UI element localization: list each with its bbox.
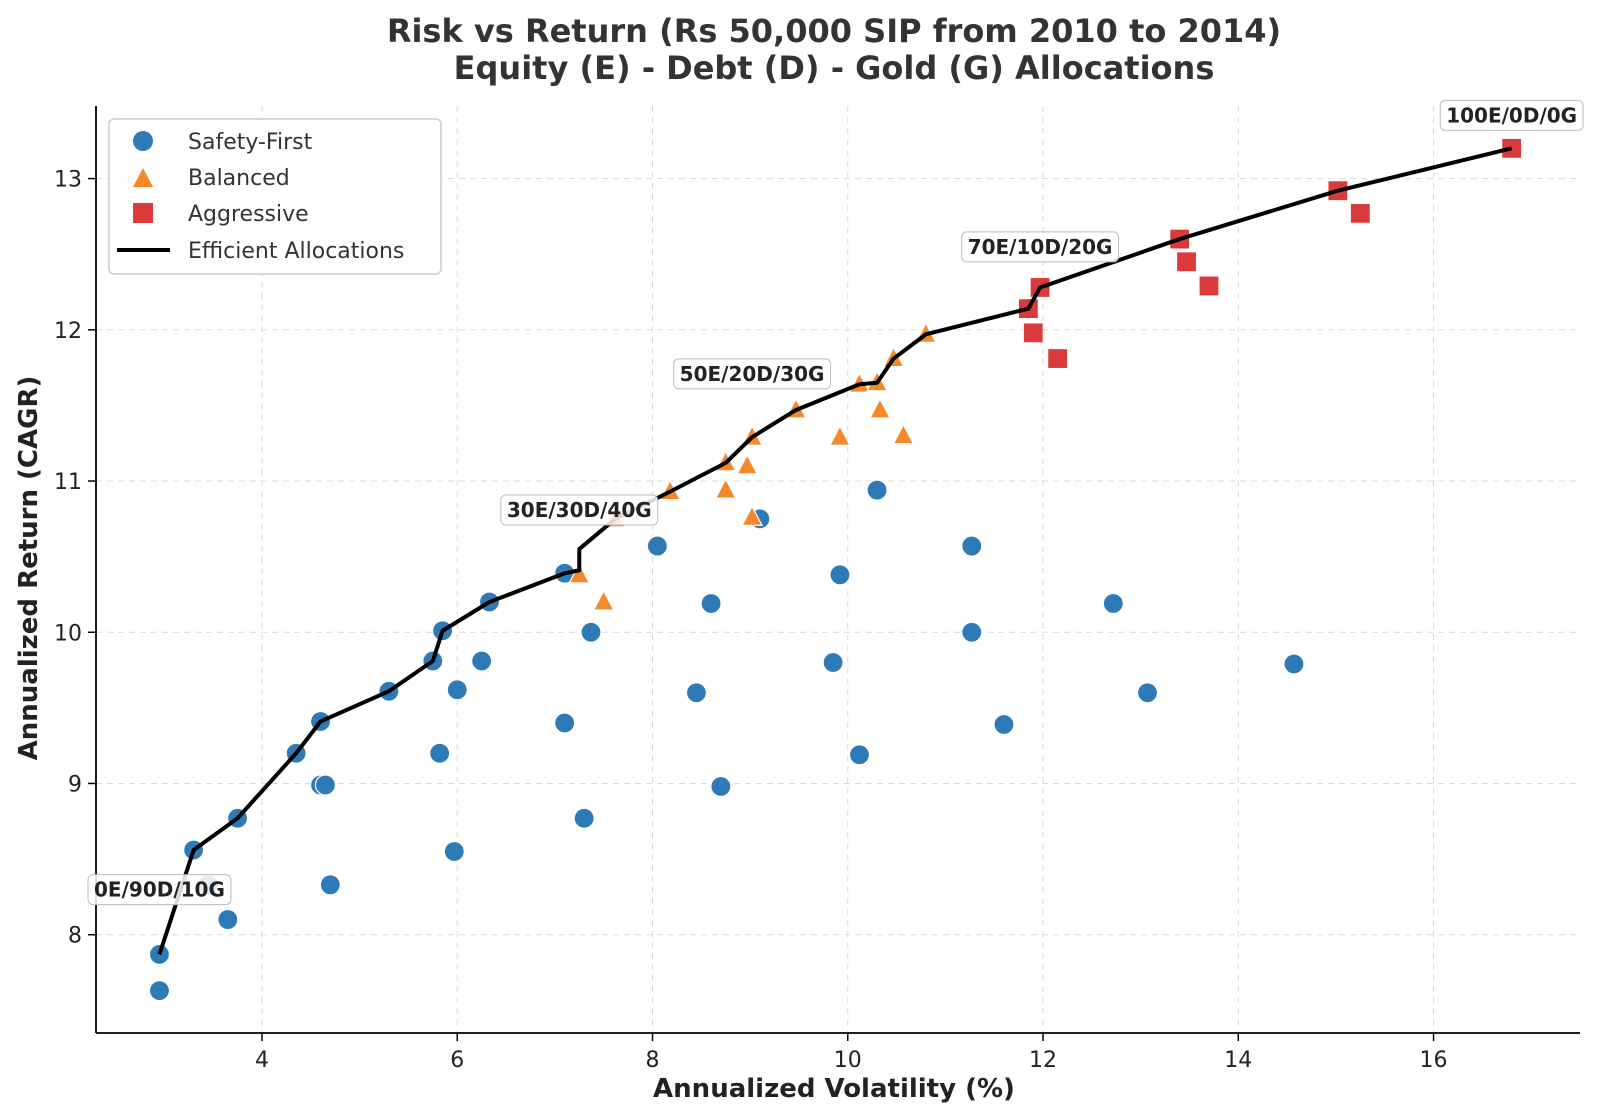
safety-first-point [646, 535, 668, 557]
y-tick-label: 11 [54, 470, 82, 495]
x-tick-label: 12 [1029, 1048, 1057, 1073]
safety-first-point [866, 479, 888, 501]
x-axis-label: Annualized Volatility (%) [653, 1074, 1015, 1104]
legend-label-aggressive: Aggressive [188, 202, 309, 227]
balanced-point [592, 589, 615, 611]
legend-marker-safety-first [133, 131, 153, 151]
annotation-box [961, 231, 1119, 263]
annotation-box [1439, 99, 1584, 131]
safety-first-point [217, 908, 239, 931]
legend-marker-aggressive [133, 203, 153, 223]
safety-first-point [319, 874, 341, 896]
legend-label-efficient-allocations: Efficient Allocations [188, 239, 404, 264]
safety-first-point [314, 774, 337, 796]
x-tick-label: 10 [834, 1048, 862, 1073]
safety-first-point [148, 980, 171, 1002]
safety-first-point [685, 682, 708, 704]
x-tick-label: 14 [1224, 1048, 1252, 1073]
annotation-text: 0E/90D/10G [94, 878, 225, 902]
safety-first-point [848, 744, 871, 766]
y-tick-label: 8 [68, 924, 82, 949]
chart-title: Risk vs Return (Rs 50,000 SIP from 2010 … [387, 12, 1281, 50]
y-tick-label: 13 [54, 168, 82, 193]
x-tick-label: 6 [450, 1048, 464, 1073]
y-axis-label: Annualized Return (CAGR) [14, 376, 44, 761]
safety-first-point [429, 742, 451, 764]
safety-first-point [1283, 653, 1305, 675]
safety-first-point [961, 535, 983, 557]
annotation-box [673, 358, 831, 390]
legend-label-safety-first: Safety-First [188, 130, 313, 155]
annotation-label: 50E/20D/30G [673, 358, 831, 390]
safety-first-point [443, 840, 465, 863]
y-tick-label: 9 [68, 772, 82, 797]
annotation-label: 30E/30D/40G [500, 494, 659, 526]
safety-first-point [961, 621, 983, 643]
safety-first-point [471, 650, 493, 672]
plot-area [148, 137, 1523, 1002]
annotation-text: 100E/0D/0G [1446, 103, 1577, 127]
grid [96, 106, 1580, 1033]
balanced-point [714, 477, 737, 499]
balanced-point [868, 397, 891, 419]
safety-first-point [829, 564, 851, 586]
chart-subtitle: Equity (E) - Debt (D) - Gold (G) Allocat… [454, 49, 1215, 87]
y-tick-label: 12 [54, 319, 82, 344]
safety-first-point [573, 807, 595, 829]
axes: 4 6 8 10 12 14 16 8 9 10 11 12 13 [54, 106, 1580, 1073]
annotation-box [87, 874, 232, 906]
safety-first-point [1136, 682, 1159, 704]
y-tick-label: 10 [54, 621, 82, 646]
aggressive-point [1349, 202, 1371, 224]
annotation-text: 70E/10D/20G [968, 235, 1113, 259]
x-tick-label: 16 [1420, 1048, 1448, 1073]
legend-box [108, 118, 442, 275]
legend: Safety-First Balanced Aggressive Efficie… [108, 118, 442, 275]
annotation-label: 100E/0D/0G [1439, 99, 1584, 131]
x-tick-label: 8 [646, 1048, 660, 1073]
aggressive-point [1175, 251, 1198, 273]
annotation-text: 30E/30D/40G [507, 498, 652, 522]
safety-first-point [446, 679, 468, 701]
safety-first-point [580, 621, 602, 643]
x-tick-label: 4 [255, 1048, 269, 1073]
annotation-label: 0E/90D/10G [87, 874, 232, 906]
safety-first-point [554, 712, 576, 734]
balanced-point [741, 505, 764, 526]
safety-first-point [822, 651, 844, 674]
safety-first-point [700, 592, 722, 615]
annotations: 0E/90D/10G 30E/30D/40G 50E/20D/30G 70E/10D/… [87, 99, 1584, 906]
safety-first-point [1102, 592, 1124, 615]
balanced-point [828, 424, 851, 446]
balanced-point [892, 423, 915, 445]
aggressive-point [1198, 275, 1220, 297]
aggressive-point [1022, 322, 1044, 344]
safety-first-point [710, 775, 732, 798]
legend-marker-balanced [133, 168, 153, 187]
legend-label-balanced: Balanced [188, 166, 290, 191]
annotation-label: 70E/10D/20G [961, 231, 1119, 263]
aggressive-point [1047, 347, 1069, 370]
balanced-point [736, 453, 759, 475]
safety-first-point [993, 713, 1015, 736]
annotation-text: 50E/20D/30G [680, 362, 825, 386]
annotation-box [500, 494, 659, 526]
